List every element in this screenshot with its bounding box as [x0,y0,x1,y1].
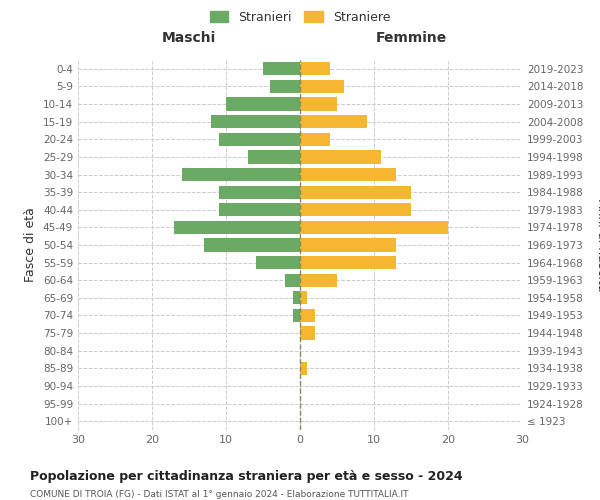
Bar [300,186,411,198]
Bar [218,203,300,216]
Text: Maschi: Maschi [162,31,216,45]
Bar [285,274,300,287]
Bar [300,221,448,234]
Legend: Stranieri, Straniere: Stranieri, Straniere [209,11,391,24]
Bar [174,221,300,234]
Bar [182,168,300,181]
Bar [300,132,329,146]
Y-axis label: Anni di nascita: Anni di nascita [595,198,600,291]
Bar [211,115,300,128]
Bar [218,186,300,198]
Bar [300,80,344,93]
Text: COMUNE DI TROIA (FG) - Dati ISTAT al 1° gennaio 2024 - Elaborazione TUTTITALIA.I: COMUNE DI TROIA (FG) - Dati ISTAT al 1° … [30,490,409,499]
Bar [300,203,411,216]
Text: Femmine: Femmine [376,31,446,45]
Bar [300,362,307,375]
Bar [300,98,337,110]
Bar [271,80,300,93]
Bar [293,309,300,322]
Bar [300,326,315,340]
Bar [218,132,300,146]
Bar [300,238,396,252]
Bar [204,238,300,252]
Bar [300,274,337,287]
Bar [300,62,329,76]
Y-axis label: Fasce di età: Fasce di età [25,208,37,282]
Bar [300,309,315,322]
Bar [226,98,300,110]
Bar [293,291,300,304]
Bar [300,168,396,181]
Bar [300,150,382,164]
Bar [300,256,396,269]
Bar [248,150,300,164]
Text: Popolazione per cittadinanza straniera per età e sesso - 2024: Popolazione per cittadinanza straniera p… [30,470,463,483]
Bar [300,115,367,128]
Bar [300,291,307,304]
Bar [263,62,300,76]
Bar [256,256,300,269]
